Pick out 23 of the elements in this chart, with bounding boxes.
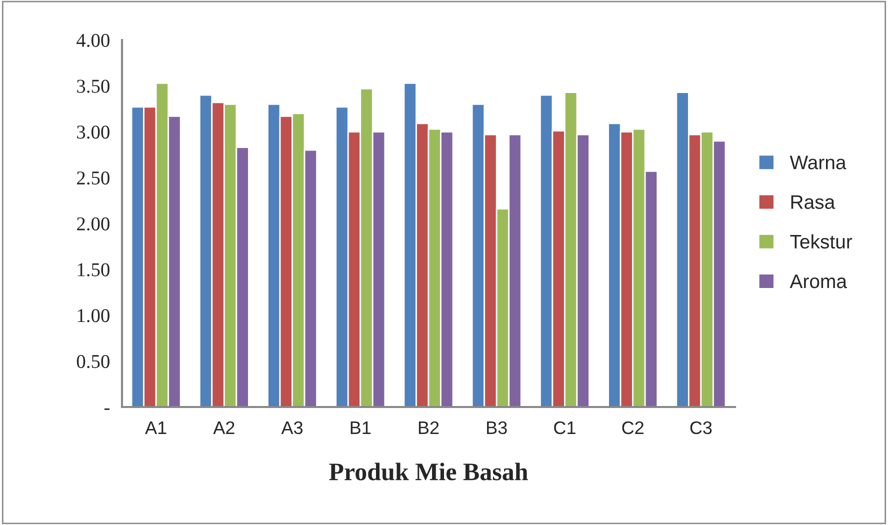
legend-label: Tekstur: [790, 234, 852, 249]
legend-label: Aroma: [790, 274, 848, 288]
x-tick-label: B2: [418, 421, 439, 434]
y-tick-label: -: [104, 408, 110, 410]
y-tick-label: 3.00: [77, 126, 110, 139]
y-tick-label: 4.00: [76, 34, 110, 48]
x-tick-label: B3: [487, 421, 507, 434]
y-tick-label: 2.00: [77, 217, 110, 231]
x-tick-label: A1: [145, 422, 166, 434]
y-tick-label: 1.50: [78, 263, 110, 276]
x-tick-label: A2: [213, 421, 234, 434]
y-tick-label: 1.00: [78, 309, 110, 322]
legend-label: Rasa: [791, 195, 836, 209]
x-axis-title: Produk Mie Basah: [329, 462, 528, 480]
x-tick-label: C2: [622, 421, 644, 434]
y-tick-label: 3.50: [77, 80, 110, 93]
y-tick-label: 0.50: [76, 354, 110, 368]
x-tick-label: C3: [690, 421, 712, 434]
x-tick-label: C1: [554, 421, 576, 434]
legend-label: Warna: [790, 156, 846, 170]
y-tick-label: 2.50: [77, 171, 110, 185]
x-tick-label: A3: [281, 421, 303, 434]
x-tick-label: B1: [350, 422, 371, 434]
